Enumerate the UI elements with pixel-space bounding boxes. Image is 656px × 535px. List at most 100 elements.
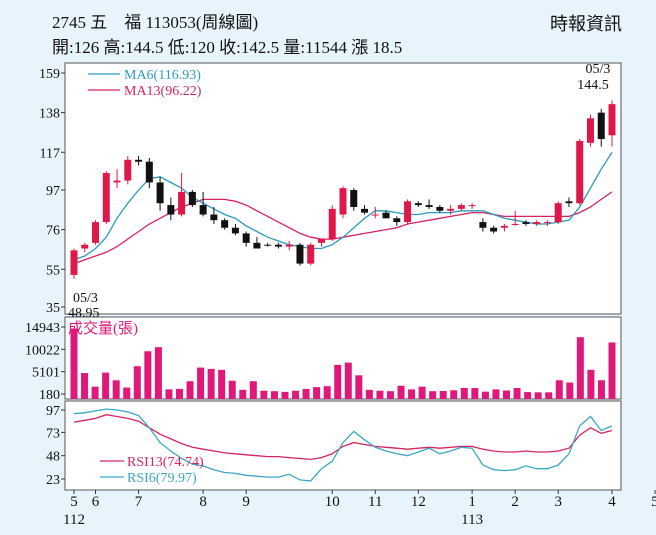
volume-axis-tick-label: 10022 xyxy=(25,343,60,358)
x-tick-label: 3 xyxy=(554,494,562,510)
candle-body xyxy=(414,203,422,206)
volume-bar xyxy=(70,328,78,399)
candle-body xyxy=(522,222,530,224)
candle-body xyxy=(102,173,110,223)
volume-bar xyxy=(355,375,363,399)
candle-body xyxy=(307,244,315,264)
volume-bar xyxy=(112,380,120,399)
price-axis-tick-label: 35 xyxy=(46,301,60,316)
volume-bar xyxy=(91,386,99,399)
volume-bar xyxy=(460,388,468,399)
volume-bar xyxy=(218,369,226,399)
volume-axis-tick-label: 14943 xyxy=(25,321,60,336)
volume-bar xyxy=(323,386,331,399)
rsi-axis-tick-label: 48 xyxy=(46,450,60,465)
volume-bar xyxy=(154,347,162,399)
volume-bar xyxy=(450,390,458,399)
volume-bar xyxy=(133,366,141,399)
volume-bar xyxy=(186,381,194,399)
volume-bar xyxy=(144,351,152,399)
candle-body xyxy=(404,201,412,223)
candle-body xyxy=(113,180,121,183)
volume-bar xyxy=(270,391,278,399)
volume-bar xyxy=(481,391,489,399)
price-axis-tick-label: 55 xyxy=(46,263,60,278)
volume-bar xyxy=(207,368,215,399)
volume-bar xyxy=(597,380,605,399)
volume-bar xyxy=(302,388,310,399)
rsi-axis-tick-label: 23 xyxy=(46,473,60,488)
x-tick-label: 10 xyxy=(325,494,340,510)
volume-bar xyxy=(292,390,300,399)
rsi6-legend-label: RSI6(79.97) xyxy=(127,471,197,486)
candle-body xyxy=(447,208,455,211)
volume-bar xyxy=(123,387,131,399)
candle-body xyxy=(188,191,196,206)
volume-bar xyxy=(439,390,447,399)
candle-body xyxy=(468,205,476,207)
x-tick-label: 4 xyxy=(608,494,616,510)
candle-body xyxy=(393,218,401,223)
ma6-legend-label: MA6(116.93) xyxy=(124,68,201,83)
candle-body xyxy=(382,212,390,219)
volume-bar xyxy=(165,389,173,399)
candle-body xyxy=(425,205,433,207)
x-tick-label: 12 xyxy=(411,494,426,510)
volume-bar xyxy=(576,337,584,399)
volume-bar xyxy=(386,391,394,399)
x-tick-label: 5 xyxy=(70,494,78,510)
volume-bar xyxy=(334,364,342,399)
volume-bar xyxy=(503,390,511,399)
candle-body xyxy=(210,214,218,221)
chart-period: 113053(周線圖) xyxy=(145,13,259,32)
candle-body xyxy=(221,220,229,228)
x-tick-label: 6 xyxy=(92,494,100,510)
price-axis-tick-label: 97 xyxy=(46,184,60,199)
candle-body xyxy=(81,244,89,249)
high-date-label: 05/3 xyxy=(586,62,611,77)
rsi-axis-tick-label: 97 xyxy=(46,404,60,419)
volume-bar xyxy=(555,380,563,399)
volume-bar xyxy=(492,389,500,399)
volume-bar xyxy=(313,387,321,399)
rsi-panel xyxy=(64,400,622,491)
price-axis-tick-label: 138 xyxy=(39,107,60,122)
year-label: 113 xyxy=(461,512,483,528)
x-tick-label: 2 xyxy=(511,494,519,510)
candle-body xyxy=(156,182,164,204)
price-axis-tick-label: 117 xyxy=(40,146,60,161)
candle-body xyxy=(167,205,175,215)
volume-bar xyxy=(260,390,268,399)
x-tick-label: 8 xyxy=(199,494,207,510)
candle-body xyxy=(317,239,325,243)
price-stats: 開:126 高:144.5 低:120 收:142.5 量:11544 漲 18… xyxy=(52,38,403,57)
candle-body xyxy=(178,191,186,215)
candle-body xyxy=(135,159,143,162)
volume-bar xyxy=(228,380,236,399)
rsi-axis-tick-label: 73 xyxy=(46,426,60,441)
candle-body xyxy=(490,227,498,232)
volume-bar xyxy=(408,389,416,399)
volume-axis-tick-label: 180 xyxy=(39,388,60,403)
candle-body xyxy=(361,208,369,213)
volume-bar xyxy=(175,388,183,399)
data-source: 時報資訊 xyxy=(550,14,622,34)
candle-body xyxy=(242,233,250,243)
volume-bar xyxy=(397,385,405,399)
candle-body xyxy=(479,222,487,228)
candle-body xyxy=(436,206,444,211)
volume-bar xyxy=(524,392,532,399)
volume-bar xyxy=(587,369,595,399)
candle-body xyxy=(339,188,347,215)
candle-body xyxy=(576,140,584,204)
volume-bar xyxy=(513,388,521,399)
candle-body xyxy=(145,161,153,183)
year-label: 112 xyxy=(63,512,85,528)
candle-body xyxy=(231,227,239,234)
low-value-label: 48.95 xyxy=(68,306,100,321)
volume-bar xyxy=(249,381,257,399)
candle-body xyxy=(554,203,562,223)
price-axis-tick-label: 159 xyxy=(39,67,60,82)
volume-bar xyxy=(534,392,542,399)
candle-body xyxy=(586,118,594,143)
